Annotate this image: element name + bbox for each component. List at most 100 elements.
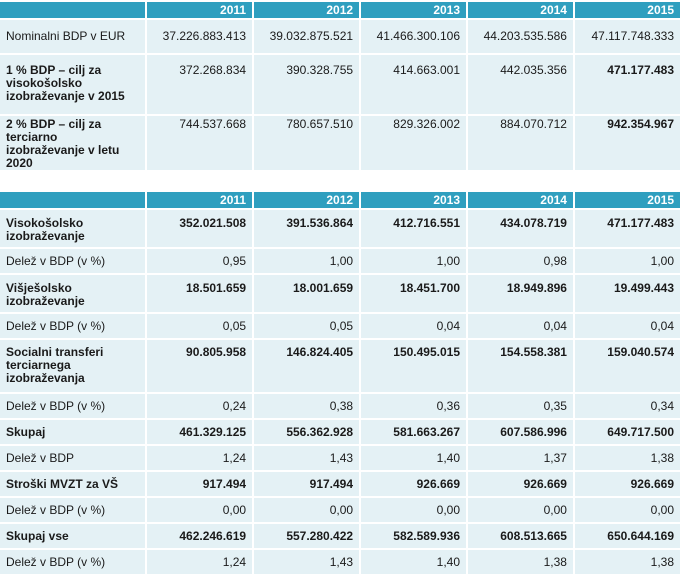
year-header: 2011	[147, 192, 253, 208]
year-header: 2013	[361, 192, 467, 208]
year-header: 2015	[574, 192, 680, 208]
cell-value: 18.001.659	[254, 275, 360, 312]
cell-value: 1,43	[254, 446, 360, 470]
header-blank	[0, 2, 146, 18]
cell-value: 0,38	[254, 394, 360, 418]
table-row: 2 % BDP – cilj za terciarno izobraževanj…	[0, 116, 680, 170]
cell-value: 0,04	[468, 314, 573, 338]
cell-value: 1,40	[361, 550, 467, 574]
cell-value: 0,35	[468, 394, 573, 418]
cell-value: 18.501.659	[147, 275, 253, 312]
cell-value: 582.589.936	[361, 524, 467, 548]
cell-value: 0,24	[147, 394, 253, 418]
cell-value: 434.078.719	[468, 210, 573, 247]
cell-value: 884.070.712	[468, 116, 573, 170]
cell-value: 607.586.996	[468, 420, 573, 444]
year-header: 2015	[574, 2, 680, 18]
cell-value: 390.328.755	[254, 55, 360, 114]
cell-value: 0,34	[574, 394, 680, 418]
row-label: Delež v BDP (v %)	[0, 498, 146, 522]
cell-value: 829.326.002	[361, 116, 467, 170]
cell-value: 44.203.535.586	[468, 20, 573, 53]
cell-value: 0,36	[361, 394, 467, 418]
cell-value: 1,00	[361, 249, 467, 273]
cell-value: 159.040.574	[574, 340, 680, 392]
header-blank	[0, 192, 146, 208]
table-row: Socialni transferi terciarnega izobražev…	[0, 340, 680, 392]
cell-value: 608.513.665	[468, 524, 573, 548]
cell-value: 414.663.001	[361, 55, 467, 114]
cell-value: 0,00	[147, 498, 253, 522]
cell-value: 0,98	[468, 249, 573, 273]
cell-value: 47.117.748.333	[574, 20, 680, 53]
table-row: Delež v BDP (v %) 1,24 1,43 1,40 1,38 1,…	[0, 550, 680, 574]
table-row: Nominalni BDP v EUR 37.226.883.413 39.03…	[0, 20, 680, 53]
header-row: 2011 2012 2013 2014 2015	[0, 2, 680, 18]
table-row: Skupaj 461.329.125 556.362.928 581.663.2…	[0, 420, 680, 444]
table-row: Delež v BDP (v %) 0,95 1,00 1,00 0,98 1,…	[0, 249, 680, 273]
cell-value: 0,04	[574, 314, 680, 338]
cell-value: 146.824.405	[254, 340, 360, 392]
row-label: Delež v BDP (v %)	[0, 550, 146, 574]
cell-value: 18.949.896	[468, 275, 573, 312]
gdp-targets-table: 2011 2012 2013 2014 2015 Nominalni BDP v…	[0, 0, 680, 172]
row-label: Višješolsko izobraževanje	[0, 275, 146, 312]
cell-value: 1,37	[468, 446, 573, 470]
cell-value: 0,95	[147, 249, 253, 273]
table-row: Visokošolsko izobraževanje 352.021.508 3…	[0, 210, 680, 247]
cell-value: 150.495.015	[361, 340, 467, 392]
cell-value: 0,00	[468, 498, 573, 522]
cell-value: 1,38	[468, 550, 573, 574]
cell-value: 649.717.500	[574, 420, 680, 444]
cell-value: 557.280.422	[254, 524, 360, 548]
row-label: Delež v BDP (v %)	[0, 249, 146, 273]
cell-value: 1,24	[147, 550, 253, 574]
table-row: Delež v BDP 1,24 1,43 1,40 1,37 1,38	[0, 446, 680, 470]
row-label: Delež v BDP	[0, 446, 146, 470]
cell-value: 0,00	[574, 498, 680, 522]
year-header: 2014	[468, 2, 573, 18]
cell-value: 581.663.267	[361, 420, 467, 444]
cell-value: 926.669	[361, 472, 467, 496]
row-label: Skupaj	[0, 420, 146, 444]
cell-value: 1,43	[254, 550, 360, 574]
cell-value: 0,00	[254, 498, 360, 522]
funding-table: 2011 2012 2013 2014 2015 Visokošolsko iz…	[0, 190, 680, 576]
year-header: 2014	[468, 192, 573, 208]
cell-value: 744.537.668	[147, 116, 253, 170]
year-header: 2012	[254, 192, 360, 208]
cell-value: 462.246.619	[147, 524, 253, 548]
cell-value: 926.669	[468, 472, 573, 496]
row-label: Stroški MVZT za VŠ	[0, 472, 146, 496]
row-label: Delež v BDP (v %)	[0, 314, 146, 338]
cell-value: 461.329.125	[147, 420, 253, 444]
table-row: Stroški MVZT za VŠ 917.494 917.494 926.6…	[0, 472, 680, 496]
row-label: Skupaj vse	[0, 524, 146, 548]
row-label: Socialni transferi terciarnega izobražev…	[0, 340, 146, 392]
cell-value: 0,00	[361, 498, 467, 522]
cell-value: 0,05	[254, 314, 360, 338]
cell-value: 942.354.967	[574, 116, 680, 170]
table-row: Skupaj vse 462.246.619 557.280.422 582.5…	[0, 524, 680, 548]
header-row: 2011 2012 2013 2014 2015	[0, 192, 680, 208]
cell-value: 18.451.700	[361, 275, 467, 312]
cell-value: 37.226.883.413	[147, 20, 253, 53]
cell-value: 1,00	[254, 249, 360, 273]
table-row: Delež v BDP (v %) 0,05 0,05 0,04 0,04 0,…	[0, 314, 680, 338]
cell-value: 39.032.875.521	[254, 20, 360, 53]
cell-value: 391.536.864	[254, 210, 360, 247]
year-header: 2013	[361, 2, 467, 18]
cell-value: 19.499.443	[574, 275, 680, 312]
cell-value: 926.669	[574, 472, 680, 496]
year-header: 2012	[254, 2, 360, 18]
row-label: Delež v BDP (v %)	[0, 394, 146, 418]
row-label: Nominalni BDP v EUR	[0, 20, 146, 53]
cell-value: 1,38	[574, 550, 680, 574]
cell-value: 917.494	[147, 472, 253, 496]
table-row: 1 % BDP – cilj za visokošolsko izobražev…	[0, 55, 680, 114]
table-row: Delež v BDP (v %) 0,00 0,00 0,00 0,00 0,…	[0, 498, 680, 522]
row-label: 1 % BDP – cilj za visokošolsko izobražev…	[0, 55, 146, 114]
year-header: 2011	[147, 2, 253, 18]
cell-value: 556.362.928	[254, 420, 360, 444]
cell-value: 90.805.958	[147, 340, 253, 392]
